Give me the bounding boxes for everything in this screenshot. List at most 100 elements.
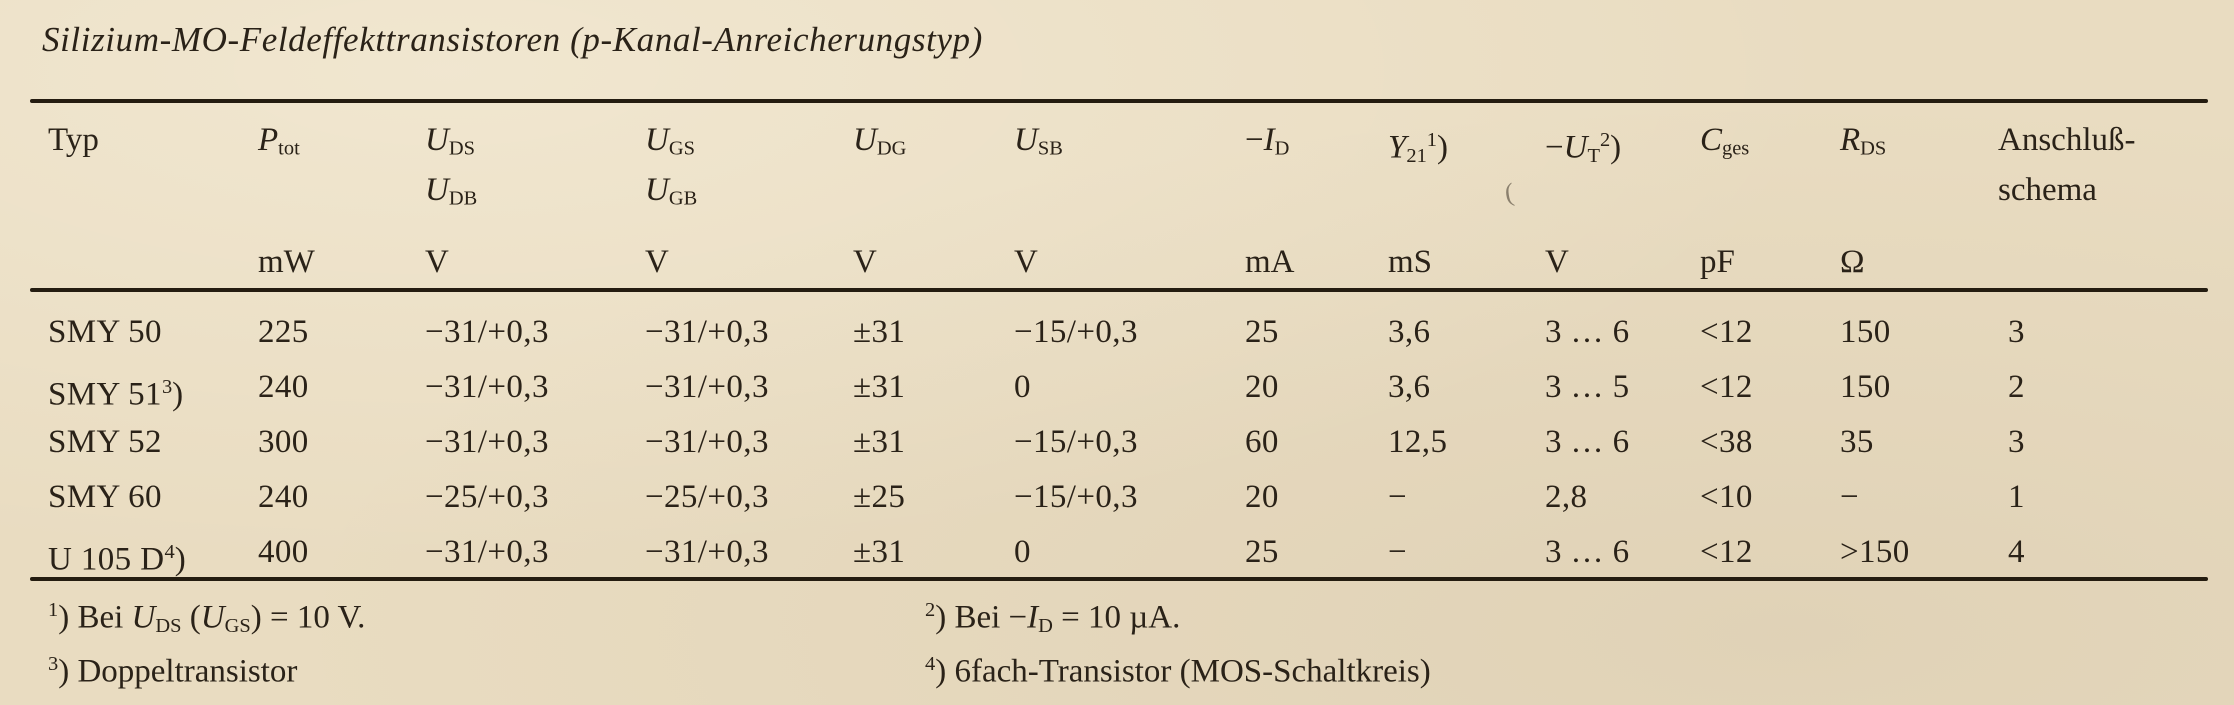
table-cell: ±31 (853, 305, 1014, 360)
text-segment: C (1700, 122, 1723, 158)
table-row: SMY 52 300 −31/+0,3 −31/+0,3 ±31 −15/+0,3 60 12… (48, 415, 2208, 470)
table-cell: −25/+0,3 (425, 470, 645, 525)
text-segment: tot (278, 137, 300, 160)
header-symbol-line (1840, 168, 1998, 228)
table-cell: 3 … 5 (1545, 360, 1700, 422)
text-segment: V (1545, 244, 1569, 280)
text-segment: U (131, 599, 156, 636)
table-cell: 240 (258, 470, 425, 525)
table-cell: <10 (1700, 470, 1840, 525)
footnote-3: 3) Doppeltransistor (48, 642, 297, 693)
table-cell: >150 (1840, 525, 1998, 587)
text-segment: ±31 (853, 424, 906, 460)
text-segment: ges (1722, 137, 1750, 160)
table-cell: ±31 (853, 525, 1014, 587)
text-segment: 3 … 6 (1545, 314, 1630, 350)
table-cell: ±25 (853, 470, 1014, 525)
text-segment: 3 … 6 (1545, 424, 1630, 460)
table-cell: 4 (1998, 525, 2208, 587)
text-segment: <12 (1700, 369, 1753, 405)
text-segment: SMY 50 (48, 314, 162, 350)
header-symbol-line: UDB (425, 168, 645, 228)
text-segment: I (1263, 122, 1275, 158)
text-segment: V (645, 244, 669, 280)
header-cell-10: RDS Ω (1840, 118, 1998, 282)
text-segment: ±31 (853, 369, 906, 405)
table-cell: <38 (1700, 415, 1840, 470)
text-segment: 225 (258, 314, 309, 350)
table-cell: 20 (1245, 470, 1388, 525)
text-segment: Typ (48, 122, 99, 158)
table-row: SMY 60 240 −25/+0,3 −25/+0,3 ±25 −15/+0,3 20 − 2… (48, 470, 2208, 525)
table-cell: 25 (1245, 525, 1388, 587)
table-cell: 3 … 6 (1545, 525, 1700, 587)
text-segment: ) (172, 376, 184, 413)
text-segment: 25 (1245, 314, 1279, 350)
text-segment: 0 (1014, 369, 1031, 405)
header-cell-1: Ptot mW (258, 118, 425, 282)
header-unit: mA (1245, 242, 1388, 282)
header-unit: V (645, 242, 853, 282)
text-segment: P (258, 122, 279, 158)
text-segment: 3,6 (1388, 369, 1431, 405)
header-unit: Ω (1840, 242, 1998, 282)
table-cell: 25 (1245, 305, 1388, 360)
header-unit: mS (1388, 242, 1545, 282)
text-segment: pF (1700, 244, 1735, 280)
header-symbol-line: UDS (425, 118, 645, 168)
header-unit: V (1014, 242, 1245, 282)
text-segment: SMY 60 (48, 479, 162, 515)
text-segment: 1 (1426, 129, 1438, 151)
text-segment: mS (1388, 244, 1433, 280)
table-cell: −31/+0,3 (425, 305, 645, 360)
table-header-row: Typ Ptot mW UDS UDB V UGS UGB V UDG V USB V −ID mA Y211… (48, 118, 2208, 282)
text-segment: −25/+0,3 (645, 479, 769, 515)
text-segment: ) (174, 541, 187, 578)
text-segment: DG (876, 137, 907, 160)
text-segment: 3 (161, 376, 173, 398)
text-segment: − (1388, 479, 1408, 515)
text-segment: GS (224, 614, 251, 637)
text-segment: U (425, 122, 449, 158)
header-symbol-line (853, 168, 1014, 228)
table-cell: −15/+0,3 (1014, 470, 1245, 525)
table-cell: 3 … 6 (1545, 305, 1700, 360)
text-segment: 21 (1406, 144, 1427, 167)
table-cell: −31/+0,3 (645, 525, 853, 587)
header-cell-8: −UT2) V (1545, 118, 1700, 282)
text-segment: 60 (1245, 424, 1279, 460)
table-cell: 35 (1840, 415, 1998, 470)
table-top-rule (30, 99, 2208, 103)
text-segment: U 105 D (48, 541, 165, 578)
text-segment: ) (1610, 129, 1622, 166)
text-segment: 3 (48, 653, 59, 675)
header-unit: pF (1700, 242, 1840, 282)
table-cell: 300 (258, 415, 425, 470)
table-cell: −15/+0,3 (1014, 415, 1245, 470)
header-symbol-line: RDS (1840, 118, 1998, 168)
table-cell: <12 (1700, 525, 1840, 587)
table-cell: −31/+0,3 (425, 415, 645, 470)
text-segment: ±31 (853, 534, 906, 570)
text-segment: 3,6 (1388, 314, 1431, 350)
text-segment: 3 … 6 (1545, 534, 1630, 570)
text-segment: −31/+0,3 (425, 424, 549, 460)
table-cell: U 105 D4) (48, 525, 258, 587)
page-title: Silizium-MO-Feldeffekttransistoren (p-Ka… (42, 20, 983, 59)
table-cell: 60 (1245, 415, 1388, 470)
text-segment: −31/+0,3 (645, 534, 769, 570)
header-symbol-line (1388, 168, 1545, 228)
table-cell: SMY 513) (48, 360, 258, 422)
text-segment: ( (181, 599, 201, 636)
table-cell: SMY 52 (48, 415, 258, 470)
table-cell: − (1388, 470, 1545, 525)
header-unit: V (1545, 242, 1700, 282)
footnote-2: 2) Bei −ID = 10 µA. (925, 588, 1180, 648)
text-segment: 240 (258, 479, 309, 515)
header-symbol-line (1245, 168, 1388, 228)
text-segment: GS (668, 137, 695, 160)
text-segment: ±31 (853, 314, 906, 350)
text-segment: 0 (1014, 534, 1031, 570)
header-symbol-line (258, 168, 425, 228)
header-symbol-line: UGS (645, 118, 853, 168)
